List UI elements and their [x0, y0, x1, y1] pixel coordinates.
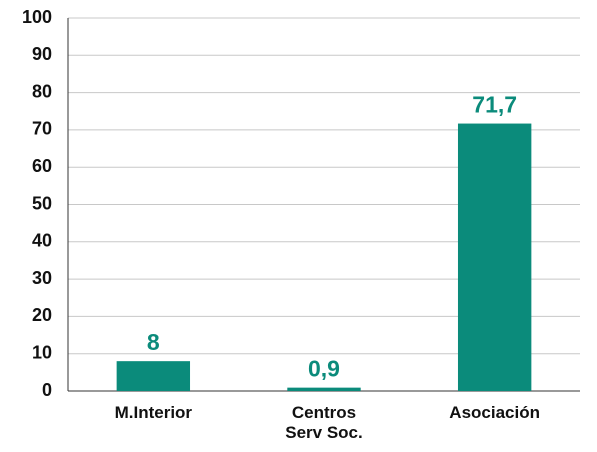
- value-label: 0,9: [308, 356, 340, 382]
- bar: [457, 123, 532, 392]
- y-tick-label: 10: [32, 342, 52, 362]
- y-tick-label: 60: [32, 156, 52, 176]
- x-tick-label: Asociación: [449, 403, 540, 422]
- y-tick-label: 50: [32, 193, 52, 213]
- bar: [287, 387, 361, 391]
- y-tick-label: 70: [32, 119, 52, 139]
- y-tick-label: 100: [22, 7, 52, 27]
- x-tick-label: Centros Serv Soc.: [285, 403, 363, 442]
- value-label: 71,7: [472, 92, 517, 118]
- y-tick-label: 90: [32, 44, 52, 64]
- y-tick-label: 20: [32, 305, 52, 325]
- y-tick-label: 0: [42, 380, 52, 400]
- value-label: 8: [147, 329, 160, 355]
- y-tick-label: 30: [32, 268, 52, 288]
- bar: [116, 361, 191, 391]
- y-tick-label: 80: [32, 81, 52, 101]
- x-tick-label: M.Interior: [114, 403, 193, 422]
- y-tick-label: 40: [32, 231, 52, 251]
